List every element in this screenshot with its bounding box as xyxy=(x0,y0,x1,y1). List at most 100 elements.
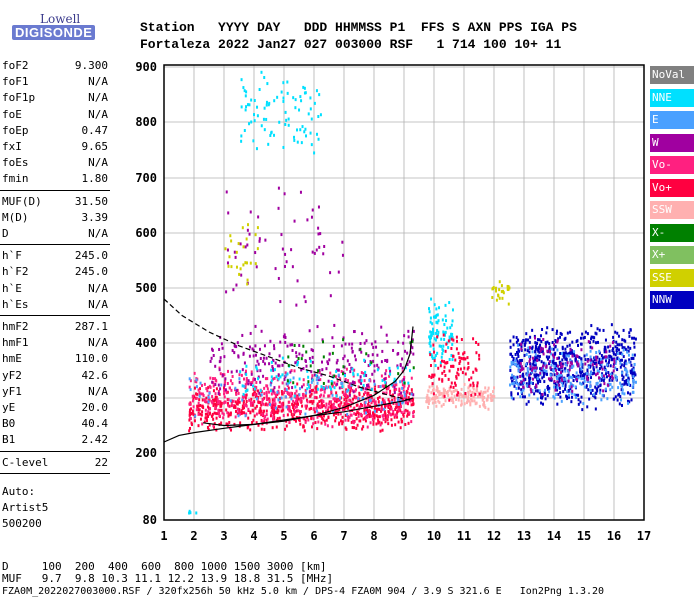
data-point-nnw xyxy=(629,346,632,350)
data-point-nnw xyxy=(534,347,537,351)
data-point-nne xyxy=(189,511,192,515)
data-point-e xyxy=(208,391,211,395)
data-point-vo xyxy=(252,418,255,422)
data-point-nnw xyxy=(533,363,536,367)
data-point-e xyxy=(598,370,601,374)
data-point-vo xyxy=(394,423,397,427)
data-point-w xyxy=(594,373,597,377)
data-point-e xyxy=(286,382,289,386)
data-point-vo xyxy=(363,379,366,383)
data-point-nnw xyxy=(541,327,544,331)
data-point-nne xyxy=(429,330,432,334)
data-point-nnw xyxy=(620,388,623,392)
data-point-nnw xyxy=(511,379,514,383)
data-point-e xyxy=(525,352,528,356)
data-point-vo xyxy=(470,376,473,380)
data-point-nnw xyxy=(536,341,539,345)
data-point-nnw xyxy=(559,395,562,399)
data-point-vo xyxy=(209,407,212,411)
data-point-e xyxy=(399,380,402,384)
data-point-vo xyxy=(344,391,347,395)
data-point-nnw xyxy=(528,377,531,381)
data-point-w xyxy=(591,346,594,350)
data-point-nnw xyxy=(561,369,564,373)
data-point-vo xyxy=(283,391,286,395)
data-point-nne xyxy=(441,318,444,322)
data-point-vo xyxy=(188,413,191,417)
auto-label: Auto: xyxy=(2,485,36,498)
data-point-vo xyxy=(476,381,479,385)
data-point-vo xyxy=(390,405,393,409)
data-point-e xyxy=(618,357,621,361)
data-point-vo xyxy=(444,349,447,353)
data-point-vo xyxy=(352,419,355,423)
data-point-e xyxy=(525,362,528,366)
data-point-w xyxy=(548,360,551,364)
data-point-w xyxy=(291,386,294,390)
data-point-nnw xyxy=(510,393,513,397)
data-point-nnw xyxy=(538,358,541,362)
data-point-nne xyxy=(436,329,439,333)
data-point-e xyxy=(549,373,552,377)
data-point-w xyxy=(376,353,379,357)
data-point-nne xyxy=(451,342,454,346)
data-point-nne xyxy=(294,98,297,102)
data-point-vo xyxy=(227,398,230,402)
data-point-w xyxy=(408,360,411,364)
data-point-w xyxy=(337,270,340,274)
data-point-e xyxy=(234,386,237,390)
data-point-ssw xyxy=(475,401,478,405)
data-point-nnw xyxy=(619,351,622,355)
data-point-w xyxy=(351,349,354,353)
param-name: B1 xyxy=(2,433,16,447)
data-point-nnw xyxy=(582,336,585,340)
data-point-vo xyxy=(382,400,385,404)
data-point-vo xyxy=(212,384,215,388)
data-point-vo xyxy=(288,400,291,404)
data-point-sse xyxy=(497,294,500,298)
data-point-w xyxy=(283,264,286,268)
data-point-ssw xyxy=(465,401,468,405)
data-point-ssw xyxy=(441,394,444,398)
data-point-nnw xyxy=(581,370,584,374)
data-point-w xyxy=(613,361,616,365)
data-point-e xyxy=(237,414,240,418)
data-point-w xyxy=(223,383,226,387)
data-point-vo xyxy=(381,414,384,418)
param-name: foF1 xyxy=(2,75,29,89)
data-point-e xyxy=(632,375,635,379)
data-point-nnw xyxy=(591,372,594,376)
data-point-w xyxy=(263,362,266,366)
data-point-e xyxy=(522,388,525,392)
data-point-vo xyxy=(300,396,303,400)
data-point-nne xyxy=(328,385,331,389)
data-point-vo xyxy=(282,408,285,412)
data-point-nnw xyxy=(557,356,560,360)
data-point-w xyxy=(318,368,321,372)
data-point-x xyxy=(403,381,406,385)
data-point-nnw xyxy=(521,395,524,399)
data-point-e xyxy=(276,390,279,394)
data-point-sse xyxy=(230,239,233,243)
data-point-e xyxy=(517,382,520,386)
data-point-nnw xyxy=(561,358,564,362)
x-tick-label: 15 xyxy=(577,529,591,543)
data-point-vo xyxy=(392,393,395,397)
data-point-w xyxy=(584,362,587,366)
data-point-nne xyxy=(240,105,243,109)
data-point-nne xyxy=(363,374,366,378)
data-point-vo xyxy=(378,415,381,419)
data-point-vo xyxy=(223,395,226,399)
data-point-vo xyxy=(286,413,289,417)
data-point-w xyxy=(259,369,262,373)
data-point-vo xyxy=(346,406,349,410)
data-point-w xyxy=(254,324,257,328)
data-point-vo xyxy=(400,405,403,409)
data-point-nnw xyxy=(623,361,626,365)
data-point-e xyxy=(198,394,201,398)
data-point-ssw xyxy=(491,394,494,398)
data-point-vo xyxy=(228,386,231,390)
data-point-nnw xyxy=(593,368,596,372)
data-point-e xyxy=(285,388,288,392)
data-point-nne xyxy=(450,332,453,336)
